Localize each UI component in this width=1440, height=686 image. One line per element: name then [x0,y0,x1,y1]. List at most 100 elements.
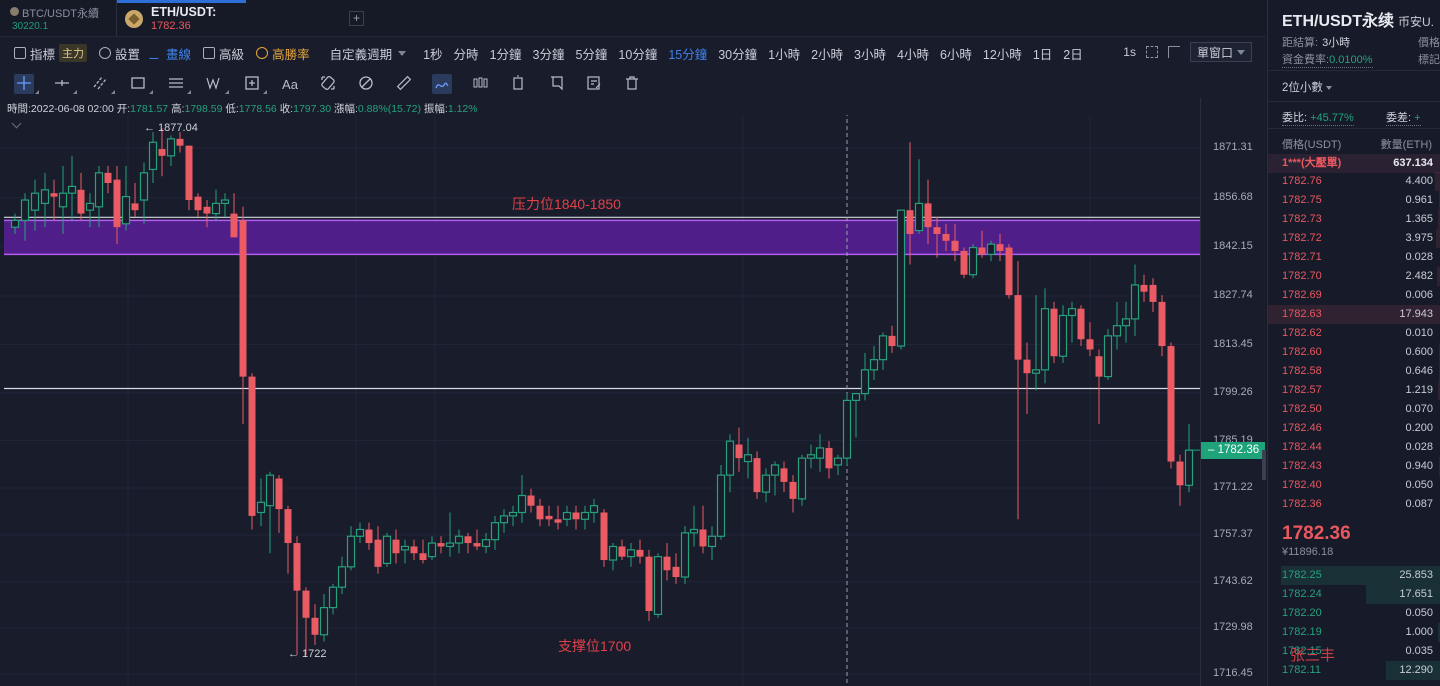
period-9[interactable]: 2小時 [811,47,844,62]
axis-tick-label: 1842.15 [1213,240,1253,253]
ruler-tool[interactable] [394,74,414,94]
scrollbar-handle[interactable] [1262,450,1266,480]
bid-row[interactable]: 1782.19 1.000 [1268,623,1440,642]
order-qty: 637.134 [1393,157,1433,169]
gear-icon [99,47,112,59]
period-10[interactable]: 3小時 [854,47,886,62]
period-1[interactable]: 分時 [453,47,479,62]
rectangle-tool[interactable] [128,74,153,95]
ask-row[interactable]: 1782.75 0.961 [1268,191,1440,210]
axis-tick-label: 1743.62 [1213,574,1253,587]
ask-row[interactable]: 1782.71 0.028 [1268,248,1440,267]
ask-row[interactable]: 1782.58 0.646 [1268,362,1440,381]
rectangle-icon [129,74,147,95]
high-win-rate-button[interactable]: 高勝率 [256,44,310,63]
period-5[interactable]: 10分鐘 [618,47,658,62]
tab-btc-usdt[interactable]: BTC/USDT永續 30220.1 [6,0,116,37]
order-qty: 0.050 [1405,607,1433,619]
fib-lines-tool[interactable] [166,74,191,94]
bookmark-tool[interactable] [546,74,566,94]
period-12[interactable]: 6小時 [939,47,972,62]
ask-row[interactable]: 1782.63 17.943 [1268,305,1440,324]
wave-tool[interactable] [204,74,229,94]
ask-row[interactable]: 1782.76 4.400 [1268,172,1440,191]
order-price: 1782.43 [1282,460,1322,472]
fullscreen-icon[interactable] [1145,46,1158,58]
big-order-row[interactable]: 1***(大壓單) 637.134 [1268,154,1440,173]
bid-row[interactable]: 1782.11 12.290 [1268,661,1440,680]
period-6[interactable]: 15分鐘 [668,47,708,62]
price-axis[interactable]: 1871.31 1856.68 1842.15 1827.74 1813.45 1799.… [1200,98,1266,686]
divider [1268,101,1440,102]
submenu-corner-icon[interactable] [187,90,191,94]
candles-tool[interactable] [470,74,490,94]
bid-row[interactable]: 1782.25 25.853 [1268,566,1440,585]
submenu-corner-icon[interactable] [263,90,267,94]
period-0[interactable]: 1秒 [423,47,443,62]
open-label: 开: [116,103,131,115]
current-price-tag: – 1782.36 [1201,442,1265,460]
decimals-dropdown[interactable]: 2位小數 [1282,79,1332,95]
resistance-annotation[interactable]: 压力位1840-1850 [512,196,621,213]
submenu-corner-icon[interactable] [225,90,229,94]
ask-row[interactable]: 1782.44 0.028 [1268,438,1440,457]
measure-box-tool[interactable] [242,74,267,94]
period-2[interactable]: 1分鐘 [489,47,522,62]
text-tool[interactable]: Aa [280,74,300,94]
bid-row[interactable]: 1782.15 0.035 [1268,642,1440,661]
trash-icon [623,74,641,95]
lock-drawings-tool[interactable] [356,74,376,94]
submenu-corner-icon[interactable] [149,90,153,94]
chevron-down-icon [398,50,407,56]
parallel-channel-tool[interactable] [90,74,115,94]
ask-row[interactable]: 1782.40 0.050 [1268,476,1440,495]
ask-row[interactable]: 1782.50 0.070 [1268,400,1440,419]
tab-eth-usdt[interactable]: ETH/USDT: 1782.36 + [116,0,364,37]
submenu-corner-icon[interactable] [73,90,77,94]
period-13[interactable]: 12小時 [982,47,1022,62]
bid-row[interactable]: 1782.20 0.050 [1268,604,1440,623]
period-4[interactable]: 5分鐘 [575,47,608,62]
refresh-interval[interactable]: 1s [1123,45,1136,59]
submenu-corner-icon[interactable] [35,90,39,94]
pen-draw-tool[interactable] [432,74,452,94]
magnet-tool[interactable] [318,74,338,94]
settings-button[interactable]: 設置 [99,44,140,63]
horizontal-line-tool[interactable] [52,74,77,94]
edit-note-tool[interactable] [584,74,604,94]
add-tab-button[interactable]: + [349,11,364,26]
period-3[interactable]: 3分鐘 [532,47,565,62]
ask-row[interactable]: 1782.73 1.365 [1268,210,1440,229]
new-window-icon[interactable] [1167,46,1180,58]
period-11[interactable]: 4小時 [897,47,929,62]
ask-row[interactable]: 1782.60 0.600 [1268,343,1440,362]
ask-row[interactable]: 1782.46 0.200 [1268,419,1440,438]
ask-row[interactable]: 1782.36 0.087 [1268,495,1440,514]
crosshair-tool[interactable] [14,74,39,94]
advanced-button[interactable]: 高級 [203,44,244,63]
bid-row[interactable]: 1782.24 17.651 [1268,585,1440,604]
candlestick-chart[interactable] [0,115,1200,686]
ask-row[interactable]: 1782.72 3.975 [1268,229,1440,248]
copy-tool[interactable] [508,74,528,94]
ask-row[interactable]: 1782.57 1.219 [1268,381,1440,400]
order-price: 1782.75 [1282,194,1322,206]
close-value: 1797.30 [293,103,332,115]
draw-lines-button[interactable]: 畫線 [148,44,191,63]
ask-row[interactable]: 1782.69 0.006 [1268,286,1440,305]
ask-row[interactable]: 1782.43 0.940 [1268,457,1440,476]
indicators-button[interactable]: 指標 主力 [14,44,88,63]
ask-row[interactable]: 1782.70 2.482 [1268,267,1440,286]
support-annotation[interactable]: 支撑位1700 [558,637,632,654]
period-8[interactable]: 1小時 [768,47,801,62]
trash-tool[interactable] [622,74,642,94]
custom-period-dropdown[interactable]: 自定義週期 [330,44,407,63]
ask-row[interactable]: 1782.62 0.010 [1268,324,1440,343]
period-15[interactable]: 2日 [1063,47,1083,62]
window-mode-select[interactable]: 單窗口 [1189,42,1252,62]
funding-rate-value: 0.0100% [1329,54,1373,66]
order-price: 1782.72 [1282,232,1322,244]
period-7[interactable]: 30分鐘 [718,47,758,62]
period-14[interactable]: 1日 [1032,47,1053,62]
submenu-corner-icon[interactable] [111,90,115,94]
